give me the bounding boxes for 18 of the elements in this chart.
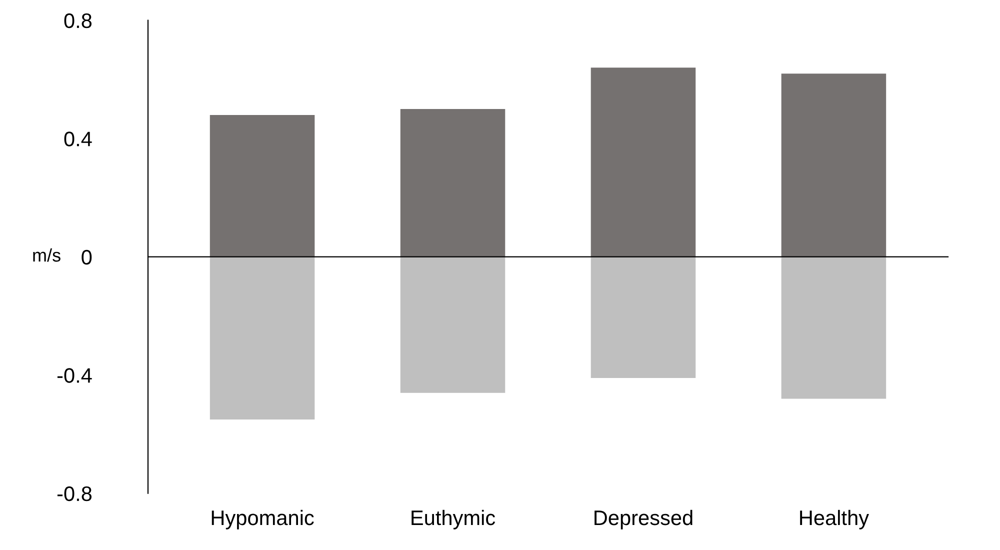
y-tick-label: -0.4 [57,368,92,383]
y-tick-label: 0.4 [64,132,92,146]
bar [590,68,696,257]
x-tick-label: Hypomanic [212,510,314,530]
bar [781,256,886,399]
bar [210,114,315,257]
x-tick-label: Depressed [594,510,692,530]
y-tick-label: 0.8 [64,13,92,28]
x-tick-label: Euthymic [412,510,496,530]
y-tick-label: -0.8 [57,486,92,502]
y-axis-title: m/s [33,248,60,262]
bar [400,256,506,393]
bar [781,74,886,257]
bar [210,256,315,420]
bar [400,109,506,257]
bar [590,256,696,378]
y-tick-label: 0 [82,250,92,265]
x-tick-label: Healthy [800,510,869,530]
